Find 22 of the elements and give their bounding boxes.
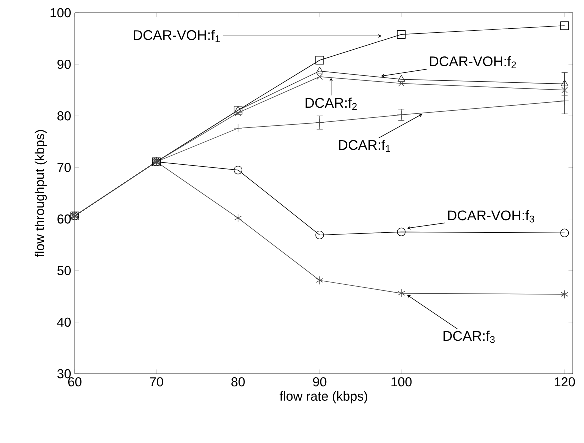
- x-tick-label: 120: [555, 378, 576, 387]
- y-tick-label: 100: [50, 8, 71, 18]
- annotation: DCAR:f$_{1}$: [339, 140, 390, 152]
- x-tick-label: 100: [392, 378, 412, 387]
- y-tick-label: 30: [58, 369, 71, 379]
- x-tick-label: 70: [150, 378, 164, 387]
- annotation: DCAR-VOH:f$_{3}$: [448, 210, 534, 223]
- annotation: DCAR:f$_{3}$: [444, 330, 495, 344]
- x-tick-label: 60: [68, 378, 82, 387]
- x-axis-title: flow rate (kbps): [280, 392, 368, 404]
- y-tick-label: 40: [57, 318, 71, 327]
- y-tick-label: 70: [58, 163, 71, 172]
- y-tick-label: 60: [58, 214, 71, 224]
- annotation: DCAR-VOH:f$_{1}$: [134, 30, 220, 42]
- y-axis-title: flow throughput (kbps): [34, 130, 48, 258]
- annotation: DCAR-VOH:f$_{2}$: [430, 56, 516, 69]
- annotation: DCAR:f$_{2}$: [306, 98, 357, 110]
- x-tick-label: 90: [313, 378, 327, 387]
- x-tick-label: 80: [232, 378, 245, 387]
- y-tick-label: 80: [58, 112, 71, 121]
- y-tick-label: 90: [58, 60, 71, 70]
- y-tick-label: 50: [58, 266, 71, 276]
